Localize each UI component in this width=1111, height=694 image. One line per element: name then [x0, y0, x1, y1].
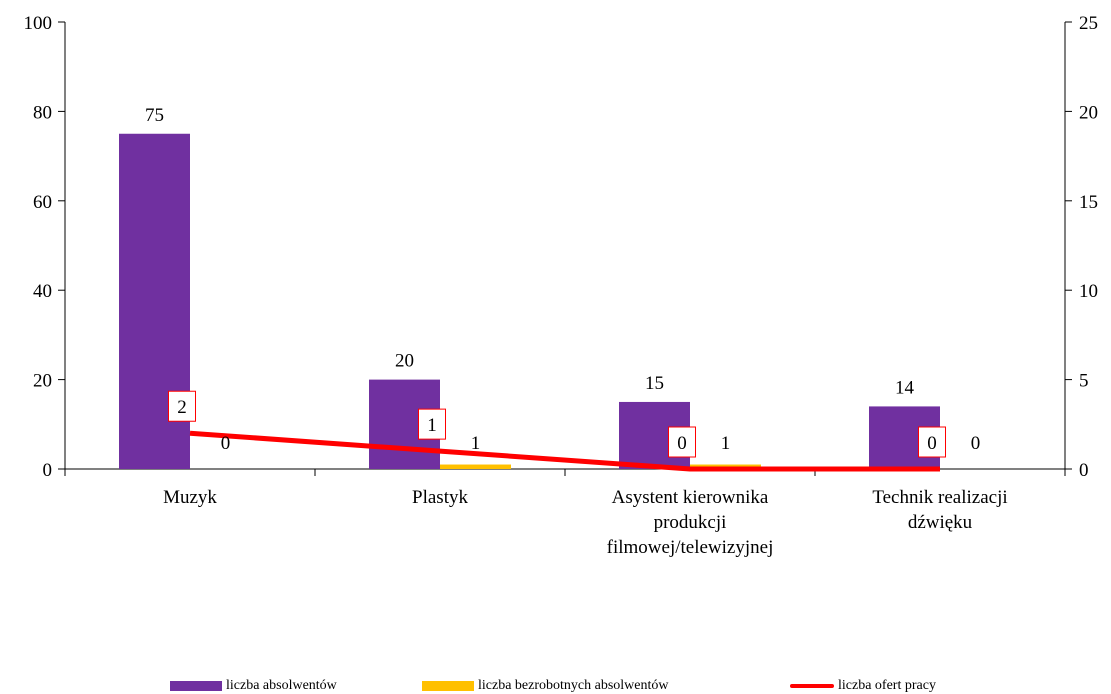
y-tick-label-right: 25	[1079, 13, 1098, 34]
line-value-box	[418, 408, 446, 440]
bar-value-label: 0	[221, 433, 231, 454]
offers-line	[189, 430, 940, 472]
legend-swatch-graduates	[170, 681, 222, 691]
legend-label-unemployed: liczba bezrobotnych absolwentów	[478, 678, 669, 693]
y-tick-label-right: 15	[1079, 192, 1098, 213]
line-value-label: 0	[927, 433, 937, 454]
data-labels: 75 20 15 14 0 1 1 0 2 1 0 0	[145, 105, 981, 458]
line-value-box	[668, 426, 696, 458]
bar-value-label: 0	[971, 433, 981, 454]
bar	[440, 464, 511, 469]
legend-item-unemployed: liczba bezrobotnych absolwentów	[422, 678, 669, 694]
y-tick-label-left: 40	[33, 281, 52, 302]
bars	[119, 133, 940, 469]
y-tick-label-right: 10	[1079, 281, 1098, 302]
line-value-label: 0	[677, 433, 687, 454]
line-value-label: 2	[177, 397, 187, 418]
legend-label-graduates: liczba absolwentów	[226, 678, 337, 693]
legend-item-offers: liczba ofert pracy	[790, 678, 936, 694]
legend-label-offers: liczba ofert pracy	[838, 678, 936, 693]
line-value-box	[168, 390, 196, 422]
bar-value-label: 1	[471, 433, 481, 454]
x-tick-label: Asystent kierownika produkcji filmowej/tel…	[607, 487, 774, 558]
line-value-label: 1	[427, 415, 437, 436]
y-tick-label-right: 0	[1079, 460, 1089, 481]
bar-value-label: 1	[721, 433, 731, 454]
legend-swatch-unemployed	[422, 681, 474, 691]
y-tick-label-left: 0	[43, 460, 53, 481]
bar-value-label: 15	[645, 373, 664, 394]
bar-value-label: 75	[145, 105, 164, 126]
x-tick-label: Plastyk	[412, 487, 468, 508]
line-value-box	[918, 426, 946, 458]
x-tick-label: Technik realizacji dźwięku	[872, 487, 1007, 533]
legend: liczba absolwentów liczba bezrobotnych a…	[0, 678, 1111, 694]
x-tick-label: Muzyk	[163, 487, 217, 508]
offers-line-layer	[189, 430, 940, 472]
y-tick-label-left: 80	[33, 102, 52, 123]
y-tick-label-left: 100	[24, 13, 53, 34]
y-tick-label-right: 5	[1079, 371, 1089, 392]
bar-value-label: 20	[395, 351, 414, 372]
legend-item-graduates: liczba absolwentów	[170, 678, 337, 694]
y-tick-label-right: 20	[1079, 102, 1098, 123]
y-tick-label-left: 60	[33, 192, 52, 213]
y-tick-label-left: 20	[33, 371, 52, 392]
bar-value-label: 14	[895, 377, 915, 398]
legend-swatch-offers	[790, 684, 834, 688]
